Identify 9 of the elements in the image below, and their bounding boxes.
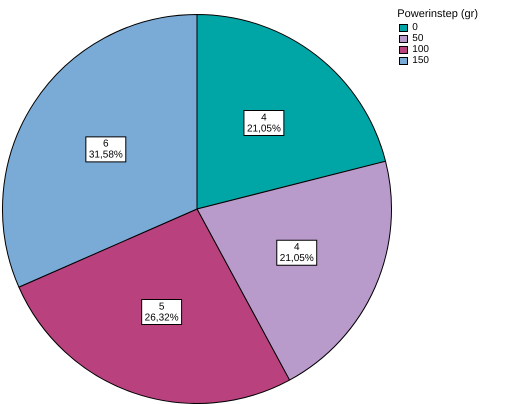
data-label: 4 21,05% — [280, 242, 314, 264]
legend-label: 100 — [412, 44, 429, 55]
legend-label: 50 — [412, 33, 424, 44]
legend-label: 0 — [412, 22, 418, 33]
data-label: 5 26,32% — [144, 301, 179, 324]
legend-label: 150 — [412, 55, 429, 66]
data-label: 4 21,05% — [246, 112, 281, 134]
legend-title: Powerinstep (gr) — [397, 8, 478, 20]
data-label: 6 31,58% — [88, 138, 123, 161]
